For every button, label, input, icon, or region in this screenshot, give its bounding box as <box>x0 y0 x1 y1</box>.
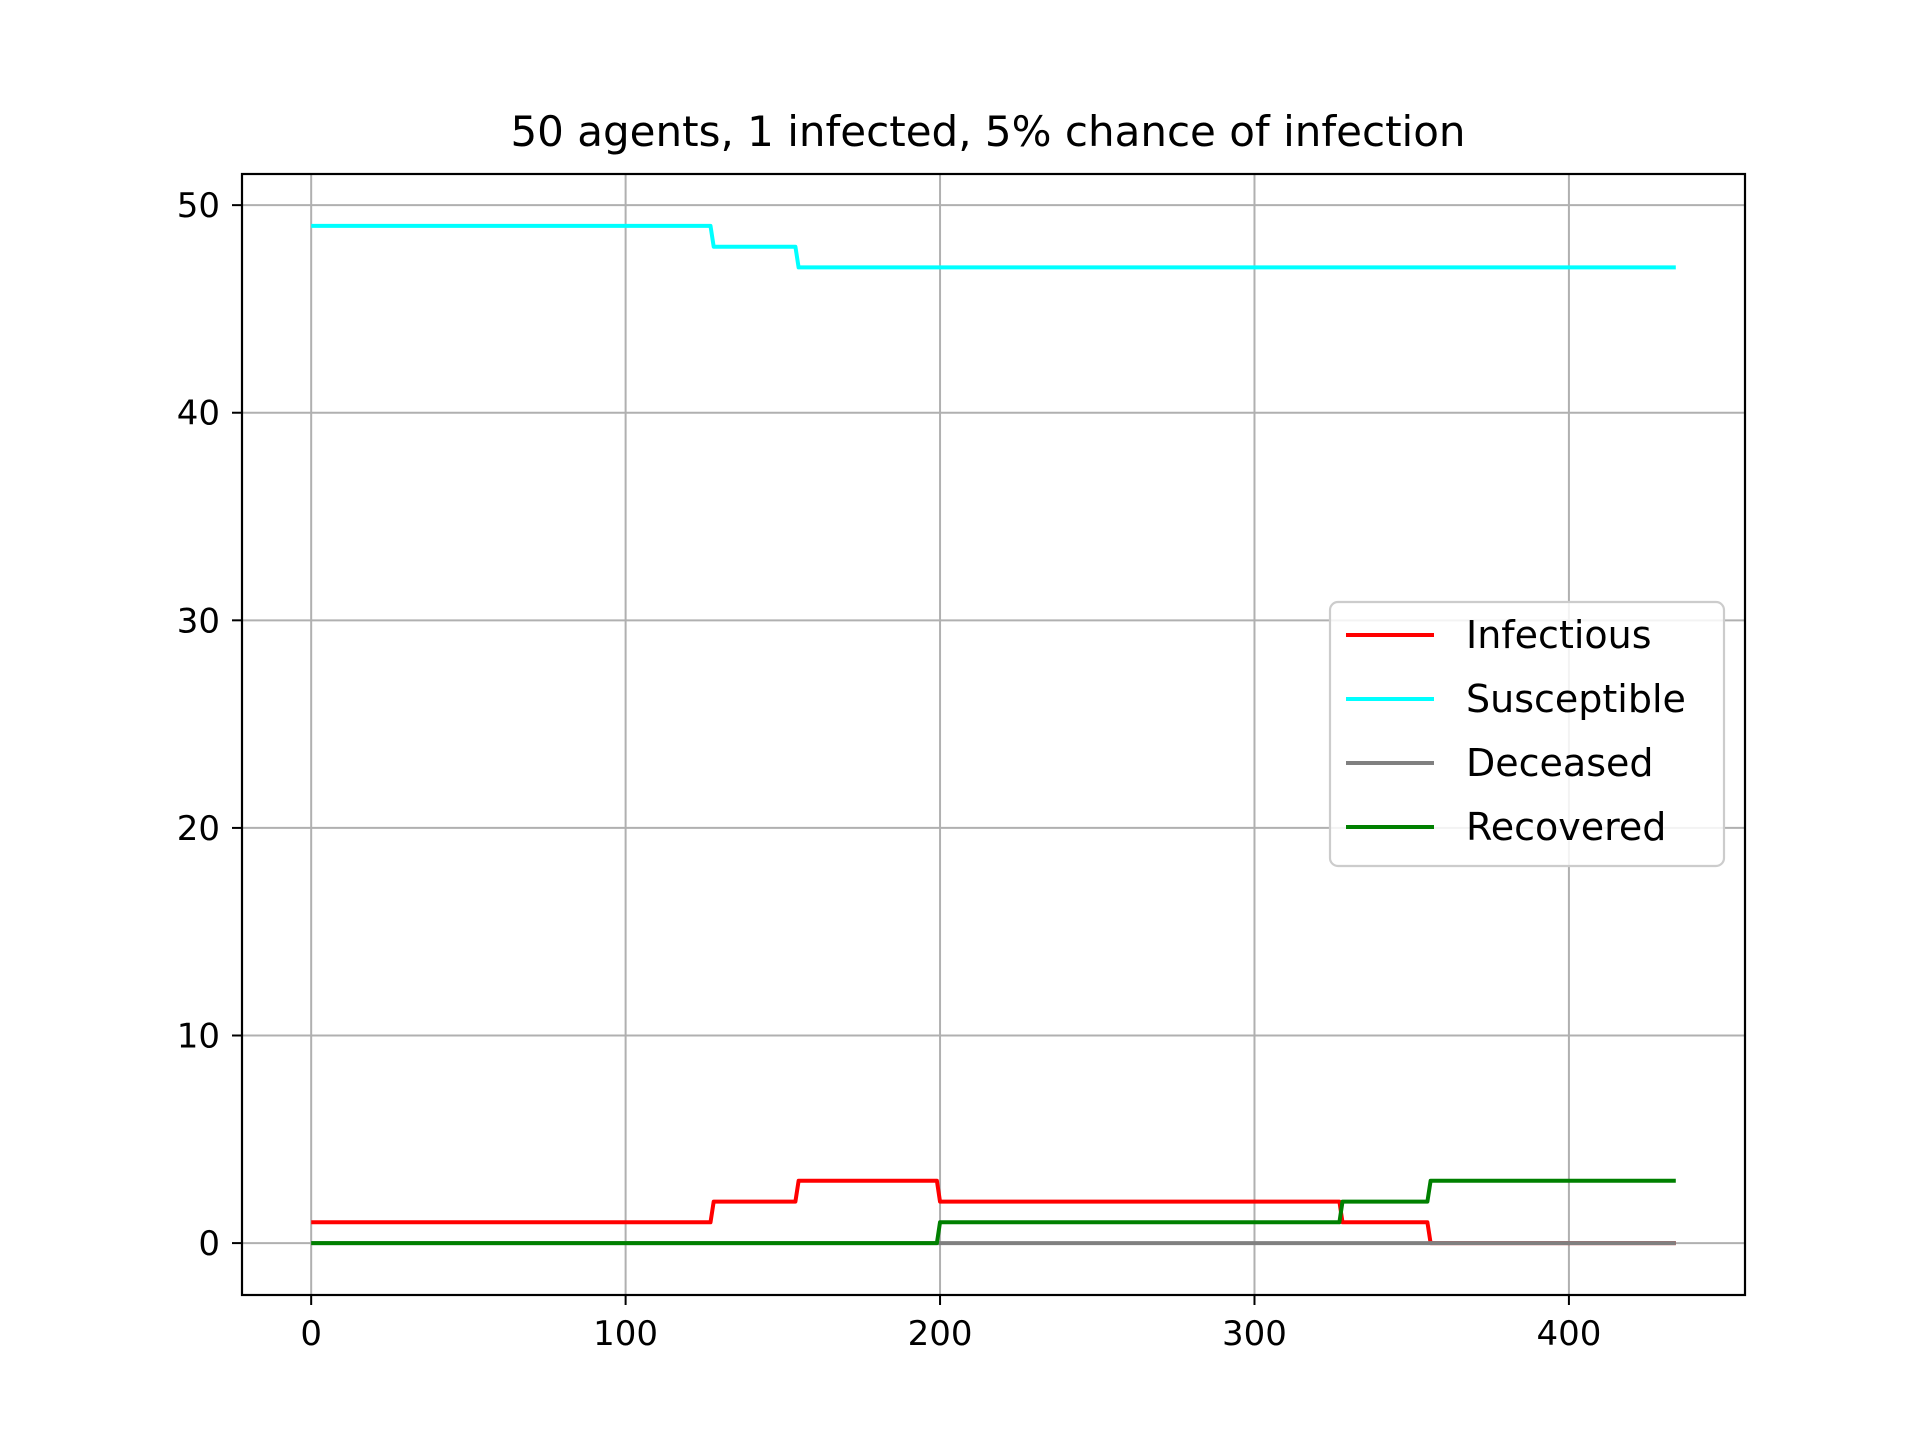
legend-label-recovered: Recovered <box>1466 805 1666 849</box>
legend-box <box>1328 600 1726 868</box>
grid <box>242 174 1745 1295</box>
x-axis-ticks: 0 100 200 300 400 <box>300 1295 1601 1354</box>
legend: Infectious Susceptible Deceased Recovered <box>1328 600 1726 868</box>
x-tick-label: 200 <box>908 1314 973 1354</box>
y-tick-label: 30 <box>177 601 220 641</box>
y-tick-label: 40 <box>177 394 220 434</box>
x-tick-label: 400 <box>1536 1314 1601 1354</box>
series-line-recovered <box>311 1178 1676 1246</box>
series-line-infectious <box>311 1178 1676 1246</box>
chart-title: 50 agents, 1 infected, 5% chance of infe… <box>510 107 1465 156</box>
series-line-susceptible <box>311 223 1676 270</box>
x-tick-label: 300 <box>1222 1314 1287 1354</box>
x-tick-label: 0 <box>300 1314 322 1354</box>
legend-label-deceased: Deceased <box>1466 741 1654 785</box>
plot-frame <box>240 172 1747 1297</box>
y-tick-label: 50 <box>177 186 220 226</box>
y-axis-ticks: 0 10 20 30 40 50 <box>177 186 242 1264</box>
legend-label-infectious: Infectious <box>1466 613 1652 657</box>
legend-label-susceptible: Susceptible <box>1466 677 1686 721</box>
y-tick-label: 20 <box>177 809 220 849</box>
x-tick-label: 100 <box>593 1314 658 1354</box>
y-tick-label: 10 <box>177 1017 220 1057</box>
y-tick-label: 0 <box>198 1224 220 1264</box>
series-lines <box>311 223 1676 1246</box>
